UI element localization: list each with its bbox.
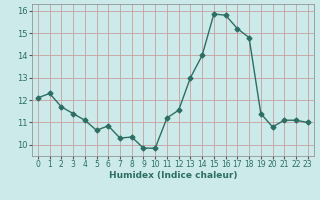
X-axis label: Humidex (Indice chaleur): Humidex (Indice chaleur) [108, 171, 237, 180]
